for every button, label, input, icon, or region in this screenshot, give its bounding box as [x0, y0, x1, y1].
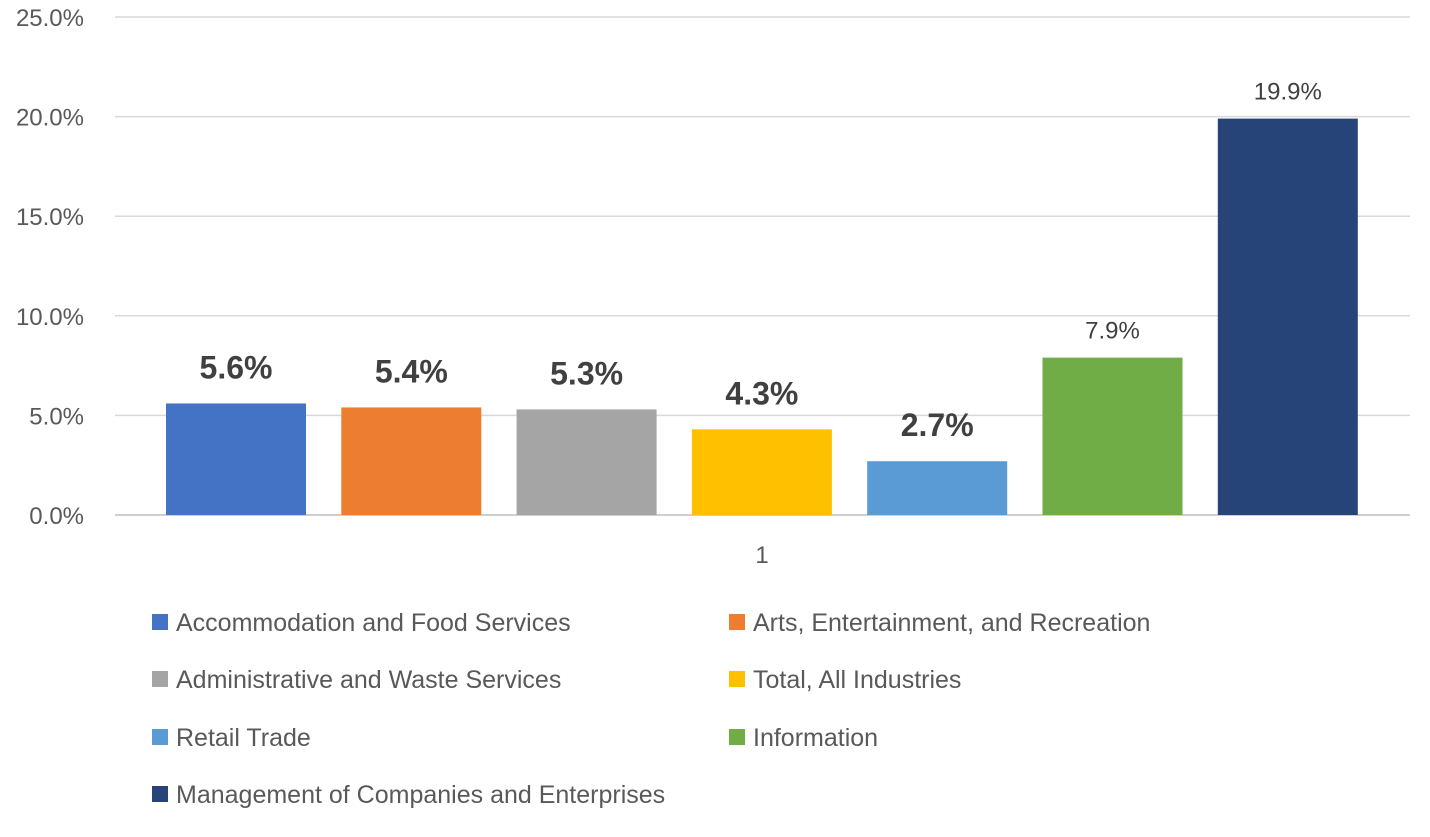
bar-4: [691, 429, 832, 515]
bars: [166, 118, 1358, 515]
legend-label: Arts, Entertainment, and Recreation: [753, 609, 1150, 637]
legend-swatch: [729, 729, 745, 745]
legend-item: Information: [729, 724, 878, 752]
bar-1: [166, 403, 306, 515]
bar-2: [341, 407, 482, 515]
legend-item: Accommodation and Food Services: [152, 609, 571, 637]
legend: Accommodation and Food Services Arts, Ent…: [152, 609, 1150, 809]
data-label: 2.7%: [901, 407, 974, 443]
legend-item: Arts, Entertainment, and Recreation: [729, 609, 1150, 637]
legend-swatch: [152, 786, 168, 802]
y-tick-label: 5.0%: [29, 403, 84, 430]
y-tick-label: 10.0%: [16, 304, 84, 331]
y-tick-label: 0.0%: [29, 503, 84, 530]
bar-3: [516, 409, 657, 515]
legend-label: Total, All Industries: [753, 666, 961, 694]
data-label: 5.3%: [550, 355, 623, 391]
data-label: 7.9%: [1085, 318, 1140, 345]
y-tick-label: 25.0%: [16, 5, 84, 32]
legend-label: Management of Companies and Enterprises: [176, 781, 665, 809]
data-label: 4.3%: [725, 375, 798, 411]
legend-swatch: [152, 614, 168, 630]
x-axis: 1: [755, 542, 768, 569]
legend-swatch: [152, 671, 168, 687]
data-labels: 5.6% 5.4% 5.3% 4.3% 2.7% 7.9% 19.9%: [200, 79, 1322, 444]
y-tick-label: 20.0%: [16, 105, 84, 132]
bar-6: [1042, 357, 1183, 515]
gridlines: [115, 16, 1410, 516]
legend-item: Management of Companies and Enterprises: [152, 781, 665, 809]
legend-label: Administrative and Waste Services: [176, 666, 561, 694]
legend-label: Information: [753, 724, 878, 752]
legend-swatch: [152, 729, 168, 745]
data-label: 19.9%: [1254, 79, 1322, 106]
legend-item: Administrative and Waste Services: [152, 666, 561, 694]
legend-swatch: [729, 614, 745, 630]
bar-7: [1217, 118, 1358, 515]
legend-label: Retail Trade: [176, 724, 311, 752]
data-label: 5.4%: [375, 353, 448, 389]
legend-item: Retail Trade: [152, 724, 311, 752]
data-label: 5.6%: [200, 349, 273, 385]
legend-swatch: [729, 671, 745, 687]
y-tick-label: 15.0%: [16, 204, 84, 231]
bar-5: [867, 461, 1008, 515]
legend-label: Accommodation and Food Services: [176, 609, 571, 637]
x-tick-label: 1: [755, 542, 768, 569]
y-axis-tick-labels: 0.0% 5.0% 10.0% 15.0% 20.0% 25.0%: [16, 5, 84, 530]
legend-item: Total, All Industries: [729, 666, 961, 694]
